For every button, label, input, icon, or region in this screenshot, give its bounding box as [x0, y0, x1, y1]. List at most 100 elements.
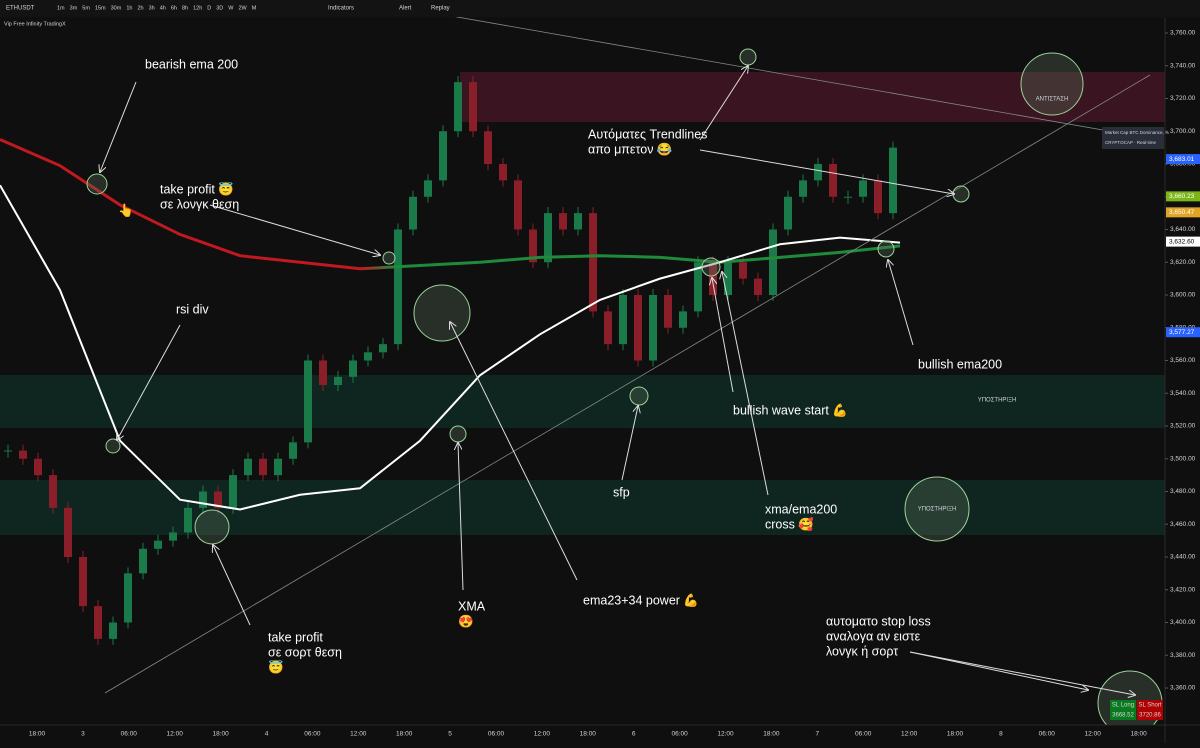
timeframe-button[interactable]: 3h: [149, 5, 155, 11]
candle: [19, 450, 27, 459]
candle: [274, 458, 282, 476]
indicators-button[interactable]: Indicators: [328, 6, 354, 12]
annotation: XMA: [458, 599, 486, 613]
marker-ring: [449, 425, 467, 443]
annotation: 😇: [268, 659, 284, 674]
marker-ring: [877, 240, 895, 258]
timeframe-button[interactable]: 3D: [216, 5, 223, 11]
sl-short-label: SL Short: [1138, 703, 1161, 709]
candle: [94, 606, 102, 639]
arrow: [888, 260, 914, 346]
timeframe-button[interactable]: W: [228, 5, 234, 11]
timeframe-button[interactable]: M: [252, 5, 257, 11]
annotation: σε σορτ θεση: [268, 645, 342, 659]
timeframe-button[interactable]: 30m: [111, 5, 122, 11]
candle: [154, 540, 162, 549]
candle: [454, 82, 462, 132]
timeframe-button[interactable]: 1h: [126, 5, 132, 11]
trendline: [439, 13, 1161, 141]
candle: [649, 295, 657, 361]
candle: [334, 376, 342, 386]
price-tag-label: 3,650.47: [1169, 209, 1195, 216]
x-tick-label: 18:00: [763, 731, 780, 738]
ma-line: [0, 138, 901, 271]
indicator-name: Vip Free Infinity TradingX: [4, 21, 66, 27]
candle: [784, 196, 792, 230]
marker-ring: [739, 48, 757, 66]
y-tick-label: 3,420.00: [1170, 586, 1196, 593]
marker-ring: [952, 185, 970, 203]
overlay-legend: [1102, 127, 1164, 149]
arrow: [909, 651, 1088, 690]
candle: [469, 82, 477, 132]
candle: [394, 229, 402, 345]
annotation: bullish ema200: [918, 357, 1002, 371]
arrow: [699, 66, 748, 141]
price-tag: [1166, 236, 1200, 247]
timeframe-button[interactable]: 2h: [137, 5, 143, 11]
candle: [574, 213, 582, 230]
candle: [139, 548, 147, 574]
candle: [169, 532, 177, 541]
annotation: Αυτόματες Trendlines: [588, 127, 707, 141]
x-tick-label: 12:00: [167, 731, 184, 738]
x-tick-label: 12:00: [901, 731, 918, 738]
candle: [259, 458, 267, 476]
timeframe-button[interactable]: 6h: [171, 5, 177, 11]
annotation: αυτοματο stop loss: [826, 614, 931, 628]
annotation: cross 🥰: [765, 516, 814, 531]
annotation: bullish wave start 💪: [733, 402, 848, 417]
timeframe-button[interactable]: 15m: [95, 5, 106, 11]
x-tick-label: 18:00: [1130, 731, 1147, 738]
y-tick-label: 3,460.00: [1170, 521, 1196, 528]
trendline: [104, 74, 1151, 694]
annotation: σε λονγκ θεση: [160, 197, 239, 211]
candle: [349, 360, 357, 377]
timeframe-button[interactable]: D: [207, 5, 211, 11]
candle: [814, 164, 822, 181]
alert-button[interactable]: Alert: [399, 6, 412, 12]
arrow: [100, 81, 137, 172]
replay-button[interactable]: Replay: [431, 6, 450, 12]
x-tick-label: 18:00: [947, 731, 964, 738]
marker-ring: [194, 509, 230, 545]
candle: [34, 458, 42, 476]
timeframe-button[interactable]: 8h: [182, 5, 188, 11]
marker-ring: [629, 386, 649, 406]
annotation: 😍: [458, 614, 474, 628]
arrow: [213, 545, 251, 626]
timeframe-button[interactable]: 4h: [160, 5, 166, 11]
timeframe-button[interactable]: 12h: [193, 5, 202, 11]
arrow: [909, 651, 1135, 695]
candle: [619, 295, 627, 345]
x-tick-label: 8: [999, 731, 1003, 738]
x-tick-label: 06:00: [1039, 731, 1056, 738]
zone-label: ΥΠΟΣΤΗΡΙΞΗ: [918, 507, 957, 513]
y-tick-label: 3,560.00: [1170, 357, 1196, 364]
candle: [109, 622, 117, 639]
candle: [289, 442, 297, 459]
y-tick-label: 3,520.00: [1170, 423, 1196, 430]
timeframe-button[interactable]: 3m: [70, 5, 78, 11]
price-tag: [1166, 327, 1200, 338]
candle: [199, 491, 207, 508]
candle: [319, 360, 327, 386]
price-tag-label: 3,632.60: [1169, 238, 1195, 245]
timeframe-button[interactable]: 5m: [82, 5, 90, 11]
candle: [889, 147, 897, 214]
timeframe-button[interactable]: 2W: [238, 5, 247, 11]
arrow: [712, 278, 734, 393]
x-tick-label: 12:00: [717, 731, 734, 738]
x-tick-label: 06:00: [304, 731, 321, 738]
candle: [559, 213, 567, 230]
symbol[interactable]: ETHUSDT: [6, 6, 35, 12]
candle: [214, 491, 222, 508]
candle: [79, 557, 87, 607]
arrow: [621, 406, 638, 481]
candle: [724, 262, 732, 295]
timeframe-button[interactable]: 1m: [57, 5, 65, 11]
zone-label: ΑΝΤΙΣΤΑΣΗ: [1036, 97, 1069, 103]
x-tick-label: 06:00: [855, 731, 872, 738]
zone-ring: [1020, 52, 1084, 116]
